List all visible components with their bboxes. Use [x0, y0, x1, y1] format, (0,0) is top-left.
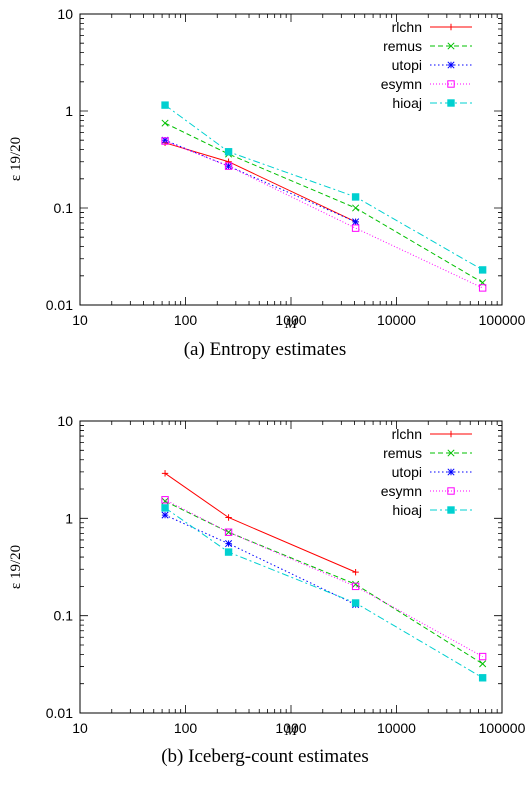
- data-point-rlchn: [225, 514, 232, 521]
- x-tick-label: 10: [72, 720, 88, 736]
- data-point-esymn: [161, 496, 169, 504]
- minor-ticks: [80, 421, 502, 713]
- legend-label-rlchn: rlchn: [392, 426, 422, 442]
- x-axis-label: M: [284, 723, 299, 739]
- x-tick-label: 10000: [377, 720, 416, 736]
- legend-marker-utopi: [447, 468, 455, 476]
- data-point-esymn: [224, 528, 233, 536]
- data-point-hioaj: [478, 266, 487, 274]
- data-point-esymn: [161, 137, 169, 145]
- legend-marker-esymn: [447, 80, 455, 88]
- plot-frame: [79, 420, 503, 714]
- series-line-esymn: [164, 499, 483, 658]
- y-tick-label: 0.01: [46, 705, 73, 721]
- legend-marker-esymn: [447, 487, 455, 495]
- legend-label-esymn: esymn: [381, 76, 422, 92]
- data-point-remus: [225, 528, 233, 536]
- data-point-remus: [479, 660, 487, 668]
- data-point-hioaj: [478, 674, 487, 682]
- data-point-utopi: [352, 218, 360, 226]
- data-point-utopi: [161, 136, 169, 144]
- data-point-rlchn: [352, 568, 359, 576]
- legend-label-remus: remus: [383, 445, 422, 461]
- legend-marker-remus: [447, 42, 455, 50]
- series-remus: [161, 497, 487, 668]
- x-tick-label: 100: [174, 312, 198, 328]
- series-rlchn: [161, 139, 359, 226]
- series-line-remus: [164, 122, 483, 284]
- series-remus: [161, 119, 487, 287]
- x-tick-label: 100000: [479, 312, 526, 328]
- chart-panel-1: 10 100 1000 10000 100000 0.01 0.1 1 10 Mε 19/20 rl…: [8, 6, 526, 360]
- y-tick-label: 0.1: [54, 200, 74, 216]
- y-tick-label: 10: [57, 413, 73, 429]
- series-hioaj: [161, 504, 487, 682]
- series-line-esymn: [164, 140, 483, 289]
- legend-marker-utopi: [447, 61, 455, 69]
- series-hioaj: [161, 101, 487, 274]
- data-point-hioaj: [224, 148, 233, 156]
- data-point-esymn: [224, 162, 233, 170]
- series-esymn: [161, 496, 487, 661]
- legend-label-utopi: utopi: [392, 57, 422, 73]
- chart-panel-2: 10 100 1000 10000 100000 0.01 0.1 1 10 Mε 19/20 rl…: [8, 413, 526, 767]
- y-tick-label: 1: [65, 103, 73, 119]
- data-point-rlchn: [161, 470, 169, 477]
- legend-marker-hioaj: [447, 99, 455, 107]
- legend-label-hioaj: hioaj: [392, 95, 422, 111]
- data-point-remus: [161, 119, 169, 127]
- series-utopi: [161, 136, 360, 226]
- data-point-utopi: [225, 540, 233, 548]
- legend-marker-rlchn: [447, 430, 455, 438]
- legend-label-esymn: esymn: [381, 483, 422, 499]
- data-point-esymn: [478, 652, 487, 661]
- legend-label-hioaj: hioaj: [392, 502, 422, 518]
- series-line-rlchn: [164, 142, 356, 223]
- y-tick-label: 0.01: [46, 297, 73, 313]
- x-tick-label: 100: [174, 720, 198, 736]
- legend-marker-hioaj: [447, 506, 455, 514]
- y-axis-label: ε 19/20: [8, 545, 24, 589]
- data-point-hioaj: [161, 101, 169, 109]
- data-point-utopi: [161, 511, 169, 519]
- x-tick-label: 1000: [275, 312, 306, 328]
- series-line-hioaj: [164, 507, 483, 679]
- x-tick-label: 1000: [275, 720, 306, 736]
- y-axis-label: ε 19/20: [8, 137, 24, 181]
- minor-ticks: [80, 14, 502, 305]
- series-line-remus: [164, 500, 483, 665]
- y-tick-label: 0.1: [54, 608, 74, 624]
- data-point-remus: [352, 580, 360, 588]
- data-point-hioaj: [351, 599, 360, 607]
- data-point-esymn: [351, 582, 360, 591]
- series-rlchn: [161, 470, 359, 576]
- data-point-hioaj: [161, 504, 169, 512]
- legend-label-utopi: utopi: [392, 464, 422, 480]
- data-point-esymn: [351, 224, 360, 232]
- data-point-hioaj: [224, 548, 233, 556]
- x-tick-label: 100000: [479, 720, 526, 736]
- series-line-rlchn: [164, 472, 356, 573]
- y-tick-label: 10: [57, 6, 73, 22]
- data-point-remus: [352, 204, 360, 212]
- plot-frame: [79, 13, 503, 306]
- data-point-utopi: [225, 162, 233, 170]
- legend-label-rlchn: rlchn: [392, 19, 422, 35]
- x-tick-label: 10000: [377, 312, 416, 328]
- data-point-hioaj: [351, 193, 360, 201]
- legend-marker-rlchn: [447, 23, 455, 31]
- series-line-hioaj: [164, 104, 483, 271]
- data-point-esymn: [478, 284, 487, 292]
- y-tick-label: 1: [65, 510, 73, 526]
- legend-marker-remus: [447, 449, 455, 457]
- x-tick-label: 10: [72, 312, 88, 328]
- figure-caption: (a) Entropy estimates: [184, 339, 347, 360]
- series-esymn: [161, 137, 487, 292]
- legend-label-remus: remus: [383, 38, 422, 54]
- x-axis-label: M: [284, 316, 299, 332]
- figure-caption: (b) Iceberg-count estimates: [161, 746, 369, 767]
